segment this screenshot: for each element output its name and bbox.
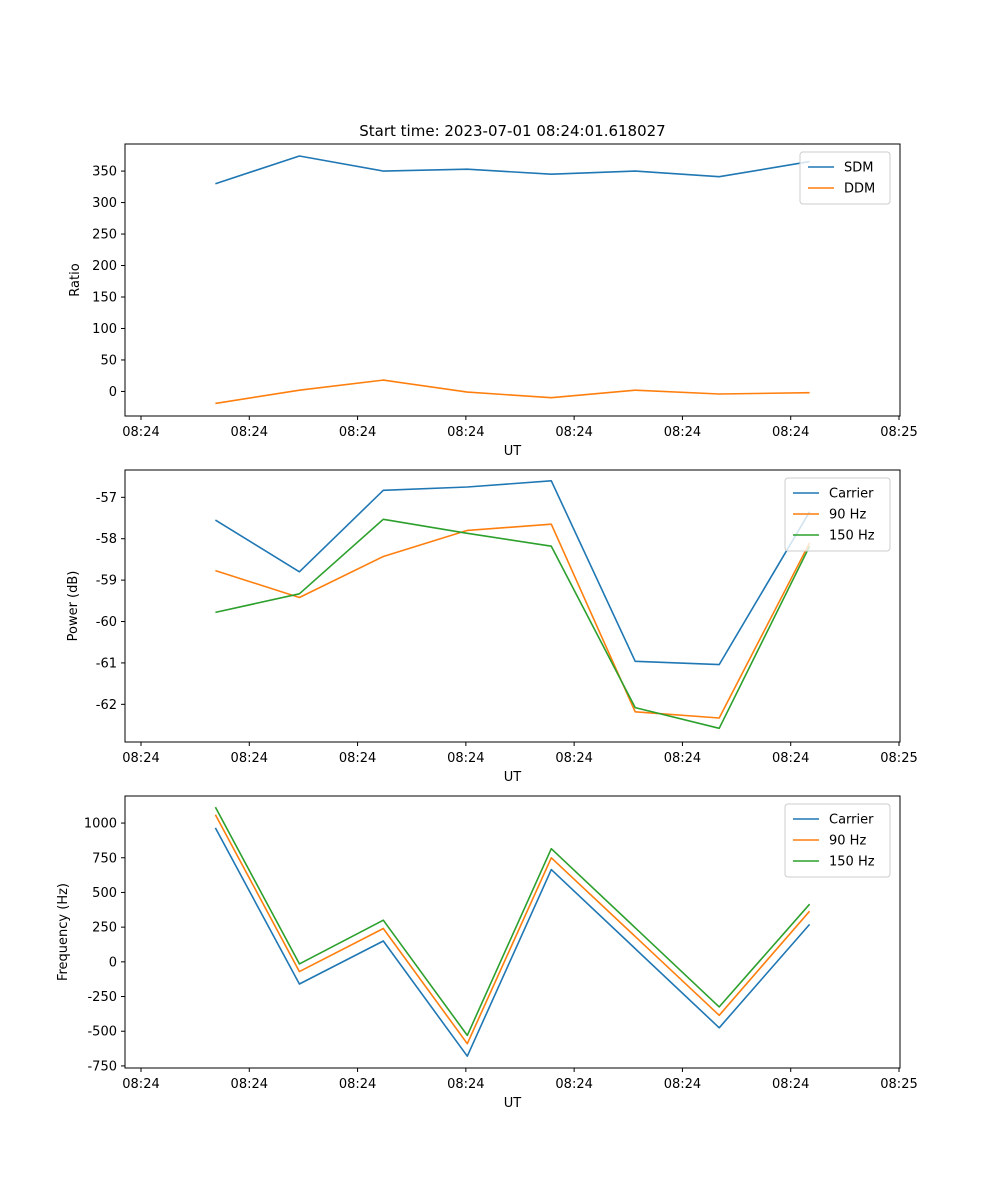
x-tick-label: 08:24 xyxy=(772,1077,809,1092)
x-tick-label: 08:24 xyxy=(447,751,484,766)
legend-label: 90 Hz xyxy=(829,508,866,523)
y-tick-label: -500 xyxy=(87,1025,117,1040)
y-tick-label: -60 xyxy=(96,615,117,630)
y-tick-label: -61 xyxy=(96,656,117,671)
series-line-90-hz xyxy=(214,814,811,1045)
y-tick-label: -750 xyxy=(87,1059,117,1074)
x-tick-label: 08:24 xyxy=(664,425,701,440)
legend-label: 150 Hz xyxy=(829,529,875,544)
x-tick-label: 08:25 xyxy=(880,1077,917,1092)
y-axis-label: Ratio xyxy=(68,263,83,296)
chart-panel-1: 08:24 08:24 08:24 08:24 08:24 08:24 08:24 08:25… xyxy=(68,122,918,459)
y-tick-label: -57 xyxy=(96,491,117,506)
x-tick-label: 08:24 xyxy=(122,751,159,766)
x-tick-label: 08:24 xyxy=(447,425,484,440)
y-tick-label: -58 xyxy=(96,532,117,547)
x-tick-label: 08:24 xyxy=(664,1077,701,1092)
x-axis-label: UT xyxy=(504,444,522,459)
chart-panel-3: 08:24 08:24 08:24 08:24 08:24 08:24 08:24 08:25… xyxy=(56,795,918,1111)
legend: SDM DDM xyxy=(799,151,891,205)
x-tick-label: 08:24 xyxy=(555,1077,592,1092)
legend-box xyxy=(784,803,891,878)
x-tick-label: 08:24 xyxy=(339,425,376,440)
chart-title: Start time: 2023-07-01 08:24:01.618027 xyxy=(359,122,665,140)
series-line-sdm xyxy=(215,155,810,185)
legend-label: 90 Hz xyxy=(829,834,866,849)
x-tick-label: 08:24 xyxy=(339,751,376,766)
y-tick-label: -62 xyxy=(96,698,117,713)
series-line-150-hz xyxy=(214,806,811,1037)
x-tick-label: 08:24 xyxy=(231,1077,268,1092)
y-axis-label: Frequency (Hz) xyxy=(56,883,71,981)
x-tick-label: 08:24 xyxy=(231,425,268,440)
series-line-90-hz xyxy=(215,523,811,719)
axes-frame xyxy=(124,795,901,1069)
y-tick-label: 100 xyxy=(92,322,117,337)
y-tick-label: 250 xyxy=(92,228,117,243)
x-tick-label: 08:24 xyxy=(772,751,809,766)
y-tick-label: 350 xyxy=(92,165,117,180)
x-tick-label: 08:24 xyxy=(447,1077,484,1092)
y-tick-label: 250 xyxy=(92,921,117,936)
axes-frame xyxy=(124,143,901,417)
x-tick-label: 08:25 xyxy=(880,751,917,766)
plot-area xyxy=(125,796,900,1068)
x-tick-label: 08:24 xyxy=(339,1077,376,1092)
y-tick-label: 150 xyxy=(92,291,117,306)
y-tick-label: 750 xyxy=(92,851,117,866)
series-line-carrier xyxy=(214,827,811,1057)
x-tick-label: 08:24 xyxy=(555,425,592,440)
y-tick-label: -250 xyxy=(87,990,117,1005)
series-line-ddm xyxy=(215,379,810,405)
legend-box xyxy=(799,151,891,205)
legend-label: DDM xyxy=(844,182,875,197)
y-tick-label: 1000 xyxy=(84,817,117,832)
x-tick-label: 08:24 xyxy=(772,425,809,440)
y-tick-label: 200 xyxy=(92,259,117,274)
legend-label: SDM xyxy=(844,161,873,176)
legend: Carrier 90 Hz 150 Hz xyxy=(784,477,891,552)
x-axis-label: UT xyxy=(504,770,522,785)
x-tick-label: 08:24 xyxy=(555,751,592,766)
x-tick-label: 08:24 xyxy=(664,751,701,766)
x-tick-label: 08:25 xyxy=(880,425,917,440)
plot-area xyxy=(125,144,900,416)
y-tick-label: 50 xyxy=(100,353,117,368)
x-tick-label: 08:24 xyxy=(231,751,268,766)
plot-area xyxy=(125,470,900,742)
x-axis-label: UT xyxy=(504,1096,522,1111)
legend-label: Carrier xyxy=(829,487,874,502)
legend-label: 150 Hz xyxy=(829,855,875,870)
series-line-carrier xyxy=(214,479,811,666)
series-line-150-hz xyxy=(215,518,811,730)
x-tick-label: 08:24 xyxy=(122,425,159,440)
legend-box xyxy=(784,477,891,552)
legend-label: Carrier xyxy=(829,813,874,828)
y-axis-label: Power (dB) xyxy=(66,571,81,642)
y-tick-label: 300 xyxy=(92,196,117,211)
y-tick-label: 500 xyxy=(92,886,117,901)
chart-panel-2: 08:24 08:24 08:24 08:24 08:24 08:24 08:24 08:25… xyxy=(66,469,918,785)
y-tick-label: 0 xyxy=(109,385,117,400)
axes-frame xyxy=(124,469,901,743)
legend: Carrier 90 Hz 150 Hz xyxy=(784,803,891,878)
y-tick-label: -59 xyxy=(96,574,117,589)
y-tick-label: 0 xyxy=(109,955,117,970)
x-tick-label: 08:24 xyxy=(122,1077,159,1092)
